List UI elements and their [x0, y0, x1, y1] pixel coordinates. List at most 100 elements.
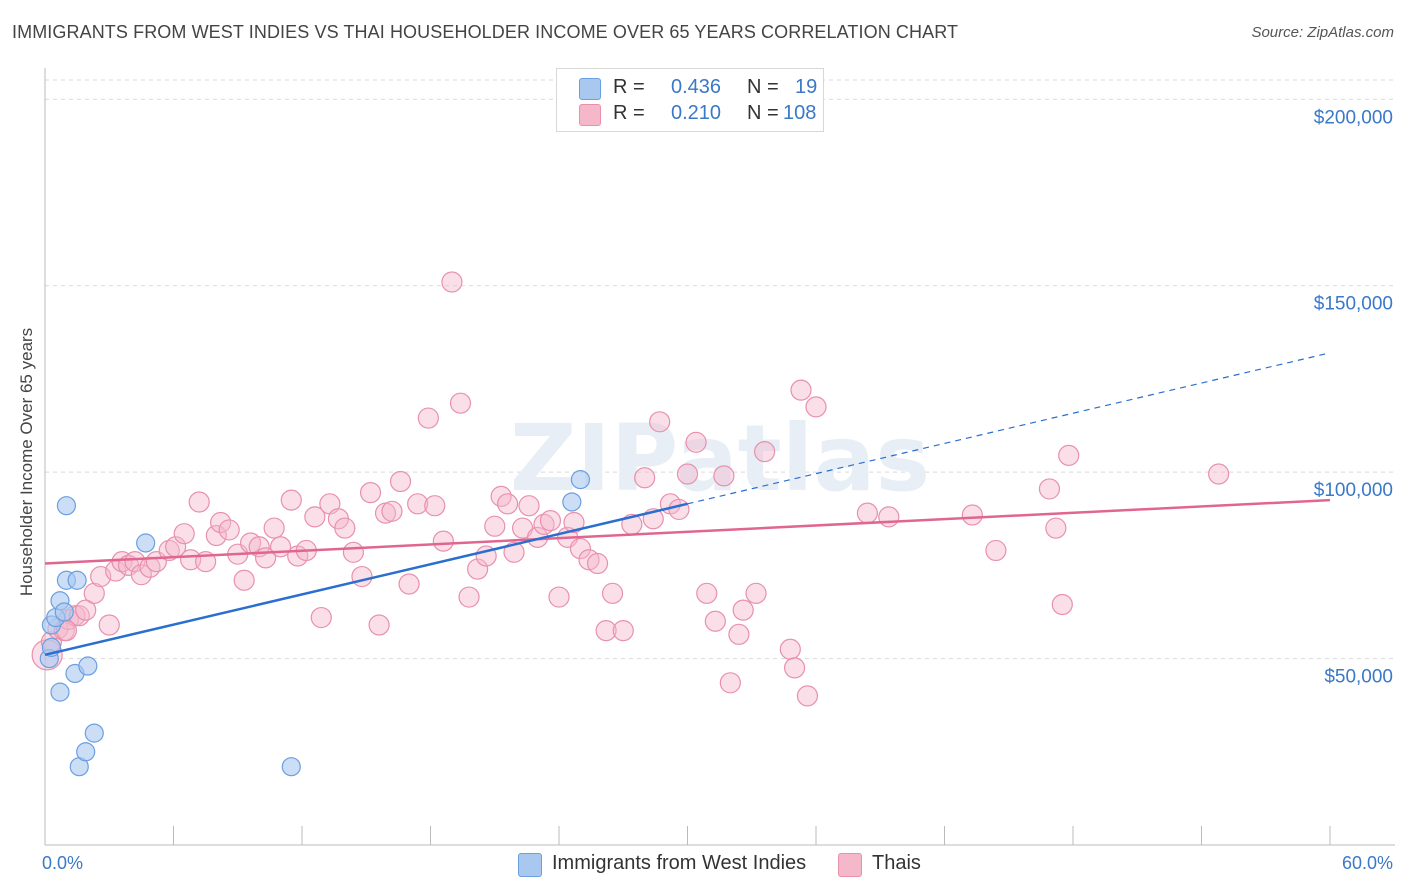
west-indies-point	[562, 492, 582, 512]
thais-point	[796, 685, 819, 707]
x-tick-label: 60.0%	[1342, 853, 1393, 873]
west-indies-point	[570, 470, 591, 490]
thais-point	[1038, 478, 1061, 500]
legend-n-value: 108	[783, 102, 817, 124]
thais-point	[805, 396, 827, 418]
thais-point	[424, 495, 446, 517]
thais-point	[745, 582, 767, 604]
thais-point	[417, 407, 439, 429]
x-tick-label: 0.0%	[42, 853, 83, 873]
thais-point	[280, 489, 302, 511]
source-label: Source: ZipAtlas.com	[1251, 24, 1394, 41]
legend-n-value: 19	[795, 76, 818, 98]
thais-point	[1051, 593, 1073, 616]
west-indies-point	[54, 602, 74, 622]
trendlines	[44, 352, 1331, 657]
thais-point	[342, 541, 364, 563]
west-indies-points	[39, 470, 591, 777]
thais-point	[158, 539, 180, 562]
thais-point	[310, 606, 332, 629]
thais-point	[704, 610, 726, 632]
bottom-legend-swatch-blue	[518, 853, 542, 877]
thais-point	[359, 482, 382, 504]
chart-title: IMMIGRANTS FROM WEST INDIES VS THAI HOUS…	[12, 22, 959, 42]
y-tick-label: $150,000	[1314, 294, 1393, 315]
thais-point	[130, 564, 152, 586]
west-indies-point	[50, 682, 70, 702]
thais-point	[98, 614, 120, 636]
thais-point	[398, 573, 420, 595]
thais-point	[878, 506, 900, 528]
thais-point	[985, 539, 1007, 562]
y-tick-label: $200,000	[1314, 107, 1393, 128]
thais-point	[719, 672, 741, 694]
thais-point	[548, 586, 570, 608]
thais-point	[173, 523, 195, 545]
thais-point	[83, 582, 105, 604]
thais-point	[304, 506, 326, 528]
thais-point	[533, 513, 555, 535]
correlation-legend: R = 0.436 N = 19 R = 0.210 N = 108	[556, 68, 824, 132]
thais-trendline	[44, 498, 1331, 565]
thais-point	[779, 638, 801, 660]
thais-point	[668, 498, 690, 521]
legend-n-label: N =	[747, 102, 779, 124]
thais-point	[218, 519, 240, 541]
thais-point	[634, 467, 656, 489]
thais-point	[75, 599, 97, 621]
thais-point	[210, 511, 232, 534]
thais-point	[539, 510, 562, 532]
thais-point	[188, 491, 210, 513]
thais-point	[263, 517, 285, 539]
thais-point	[351, 565, 373, 588]
thais-point	[205, 524, 227, 547]
legend-swatch-pink	[579, 104, 601, 126]
thais-point	[334, 517, 356, 539]
y-tick-label: $100,000	[1314, 480, 1393, 501]
thais-point	[111, 551, 133, 573]
thais-point	[753, 441, 776, 463]
thais-point	[569, 537, 592, 560]
thais-point	[518, 495, 540, 517]
watermark: ZIPatlas	[510, 405, 930, 512]
thais-point	[233, 569, 255, 591]
west-indies-trendline	[44, 502, 688, 657]
thais-point	[381, 500, 403, 522]
west-indies-point	[76, 742, 96, 762]
axes	[44, 68, 1395, 846]
y-tick-label: $50,000	[1324, 667, 1393, 688]
west-indies-point	[56, 496, 77, 516]
thais-point	[612, 620, 634, 642]
y-tick-labels: $50,000 $100,000 $150,000 $200,000	[1314, 107, 1393, 687]
west-indies-point	[84, 723, 104, 743]
thais-point	[432, 530, 454, 552]
thais-point	[732, 599, 754, 621]
thais-point	[696, 582, 718, 604]
thais-point	[467, 558, 489, 580]
thais-point	[595, 620, 617, 642]
legend-r-value: 0.210	[671, 102, 722, 124]
west-indies-trendline-extension	[687, 352, 1331, 505]
legend-r-value: 0.436	[671, 76, 722, 98]
y-axis-label: Householder Income Over 65 years	[17, 328, 36, 596]
thais-point	[856, 502, 879, 524]
thais-point	[685, 431, 707, 453]
thais-point	[783, 657, 806, 679]
bottom-legend-swatch-pink	[838, 853, 862, 877]
legend-r-label: R =	[613, 102, 645, 124]
thais-point	[1058, 444, 1080, 466]
legend-swatch-blue	[579, 78, 601, 100]
thais-point	[407, 493, 429, 515]
x-tick-labels: 0.0% 60.0%	[42, 853, 1393, 873]
thais-point	[728, 623, 750, 645]
thais-point	[676, 463, 699, 485]
thais-point	[1208, 463, 1230, 485]
west-indies-point	[78, 656, 98, 676]
thais-point	[449, 392, 472, 414]
west-indies-point	[136, 533, 156, 553]
thais-point	[563, 511, 585, 534]
bottom-legend-label: Thais	[872, 852, 921, 874]
west-indies-point	[281, 757, 301, 777]
thais-point	[790, 379, 812, 401]
